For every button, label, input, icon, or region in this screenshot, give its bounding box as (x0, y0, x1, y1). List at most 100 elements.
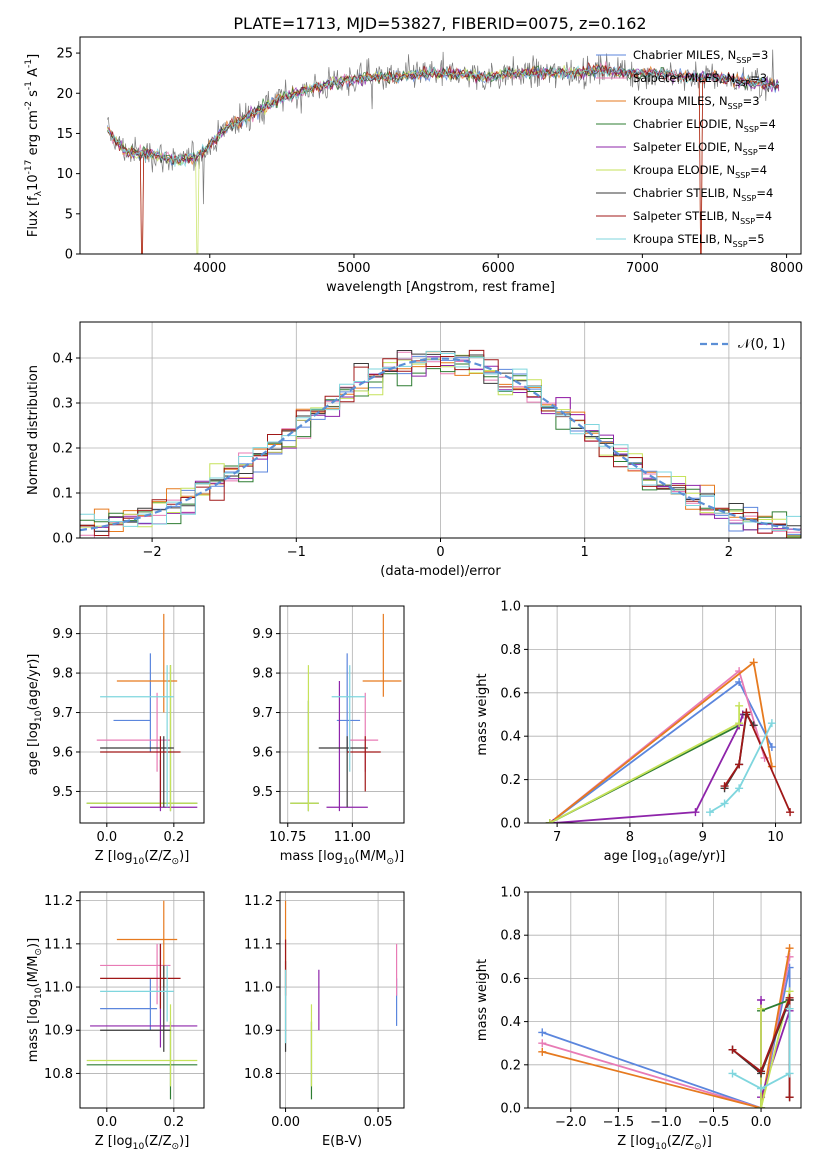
y-tick-label: 0.2 (52, 442, 73, 457)
weight-marker-kroupa-stelib (720, 799, 729, 808)
x-tick-label: 6000 (482, 261, 515, 276)
legend-label-kroupa-elodie: Kroupa ELODIE, NSSP=4 (633, 163, 767, 180)
spectrum-model-kroupa-stelib (107, 65, 780, 168)
plot-area-mass_vs_ebv (284, 900, 398, 1100)
y-tick-label: 0.3 (52, 397, 73, 412)
weight-marker-kroupa-elodie (735, 701, 744, 710)
x-tick-label: 7 (553, 830, 561, 845)
plot-area-weight_vs_Z (538, 944, 794, 1108)
weight-marker-salpeter-stelib (742, 708, 751, 717)
weight-marker-kroupa-elodie (757, 1004, 766, 1013)
x-tick-label: 10.75 (269, 830, 306, 845)
spectrum-model-salpeter-elodie (107, 65, 780, 165)
x-tick-label: 2 (725, 545, 733, 560)
spectrum-model-chabrier-stelib (107, 64, 780, 166)
x-tick-label: 0.2 (163, 830, 184, 845)
weight-line-salpeter-stelib (723, 709, 791, 813)
weight-line-kroupa-elodie (549, 705, 740, 823)
histogram-kroupa-stelib (80, 350, 801, 531)
legend-label-salpeter-miles: Salpeter MILES, NSSP=3 (633, 71, 767, 88)
axes-mass_vs_ebv: 0.00 0.05 10.8 10.9 11.0 11.1 11.2 E(B-V) (244, 891, 405, 1149)
axes-mass_vs_Z: 0.0 0.2 10.8 10.9 11.0 11.1 11.2 Z [log10(Z/Z⊙)… (26, 891, 205, 1152)
x-tick-label: 0.0 (96, 830, 117, 845)
y-tick-label: 10.9 (244, 1024, 273, 1039)
legend-label-salpeter-stelib: Salpeter STELIB, NSSP=4 (633, 209, 772, 226)
y-tick-label: 0.6 (500, 686, 521, 701)
legend-label-chabrier-miles: Chabrier MILES, NSSP=3 (633, 48, 768, 65)
x-tick-label: 0.05 (364, 1115, 393, 1130)
axes-frame (79, 605, 205, 824)
chart-title: PLATE=1713, MJD=53827, FIBERID=0075, z=0… (233, 14, 646, 33)
x-axis-label: Z [log10(Z/Z⊙)] (95, 1134, 190, 1152)
weight-line-salpeter-miles (542, 956, 791, 1108)
weight-marker-salpeter-stelib (720, 782, 729, 791)
weight-marker-salpeter-miles (538, 1039, 547, 1048)
weight-marker-salpeter-stelib (785, 993, 794, 1002)
axes-frame (279, 891, 405, 1109)
axes-age_vs_Z: 0.0 0.2 9.5 9.6 9.7 9.8 9.9 Z [log10(Z/Z⊙)] age … (26, 605, 205, 867)
spectrum-model-chabrier-miles (107, 64, 780, 166)
weight-marker-kroupa-elodie (757, 1104, 766, 1108)
axes-frame (79, 321, 802, 539)
weight-marker-salpeter-elodie (691, 808, 700, 817)
x-axis-label: E(B-V) (322, 1134, 362, 1149)
x-tick-label: 9 (699, 830, 707, 845)
x-axis-label: (data-model)/error (380, 564, 501, 579)
normal-curve (80, 357, 801, 532)
weight-marker-kroupa-stelib (785, 1004, 794, 1013)
axes-weight_vs_Z: −2.0 −1.5 −1.0 −0.5 0.0 0.0 0.2 0.4 0.6 0.8 1.0 Z [… (475, 886, 802, 1152)
x-tick-label: 7000 (626, 261, 659, 276)
y-axis-label: Flux [fλ10-17 erg cm-2 s-1 A-1] (24, 54, 44, 237)
x-tick-label: −1 (287, 545, 306, 560)
weight-marker-salpeter-stelib (785, 1093, 794, 1102)
y-tick-label: 10.9 (44, 1024, 73, 1039)
y-tick-label: 0.0 (500, 817, 521, 832)
y-axis-label: mass weight (475, 959, 490, 1041)
y-tick-label: 0.2 (500, 773, 521, 788)
plot-area-mass_vs_Z (86, 900, 198, 1100)
weight-marker-kroupa-miles (749, 658, 758, 667)
axes-age_vs_mass: 10.75 11.00 9.5 9.6 9.7 9.8 9.9 mass [log10(M/M… (252, 605, 405, 867)
legend-label-chabrier-stelib: Chabrier STELIB, NSSP=4 (633, 186, 773, 203)
legend-label-chabrier-elodie: Chabrier ELODIE, NSSP=4 (633, 117, 776, 134)
spectrum-model-salpeter-stelib (107, 61, 780, 254)
weight-marker-kroupa-stelib (706, 808, 714, 817)
y-tick-label: 11.1 (244, 937, 273, 952)
legend-label-kroupa-stelib: Kroupa STELIB, NSSP=5 (633, 232, 765, 249)
axes-weight_vs_age: 7 8 9 10 0.0 0.2 0.4 0.6 0.8 1.0 age [log10(age/yr… (475, 600, 802, 867)
x-tick-label: −2.0 (555, 1115, 587, 1130)
x-tick-label: 8 (626, 830, 634, 845)
x-tick-label: 10 (767, 830, 784, 845)
weight-marker-salpeter-miles (785, 952, 794, 961)
y-tick-label: 9.7 (52, 706, 73, 721)
weight-marker-kroupa-stelib (785, 1069, 794, 1078)
plot-area-age_vs_Z (86, 613, 198, 812)
x-tick-label: −1.0 (650, 1115, 682, 1130)
y-tick-label: 1.0 (500, 600, 521, 615)
y-tick-label: 10.8 (44, 1067, 73, 1082)
y-tick-label: 0 (65, 248, 73, 263)
axes-frame (279, 605, 405, 824)
x-tick-label: 4000 (193, 261, 226, 276)
weight-marker-chabrier-miles (538, 1028, 547, 1037)
x-tick-label: 1 (581, 545, 589, 560)
y-tick-label: 20 (56, 87, 73, 102)
x-tick-label: 0.2 (163, 1115, 184, 1130)
x-tick-label: 8000 (770, 261, 803, 276)
axes-frame (79, 36, 802, 255)
x-tick-label: 11.00 (334, 830, 371, 845)
plot-area-spectrum (107, 49, 780, 254)
x-tick-label: 0.0 (751, 1115, 772, 1130)
weight-marker-kroupa-stelib (735, 784, 744, 793)
x-axis-label: wavelength [Angstrom, rest frame] (326, 280, 555, 295)
weight-marker-kroupa-elodie (545, 819, 554, 823)
weight-marker-kroupa-stelib (728, 1069, 737, 1078)
y-tick-label: 0.0 (500, 1102, 521, 1117)
weight-marker-salpeter-stelib (728, 1045, 737, 1054)
x-axis-label: mass [log10(M/M⊙)] (280, 849, 404, 867)
y-tick-label: 11.2 (244, 894, 273, 909)
y-tick-label: 9.6 (52, 745, 73, 760)
y-tick-label: 0.4 (52, 352, 73, 367)
axes-frame (79, 891, 205, 1109)
